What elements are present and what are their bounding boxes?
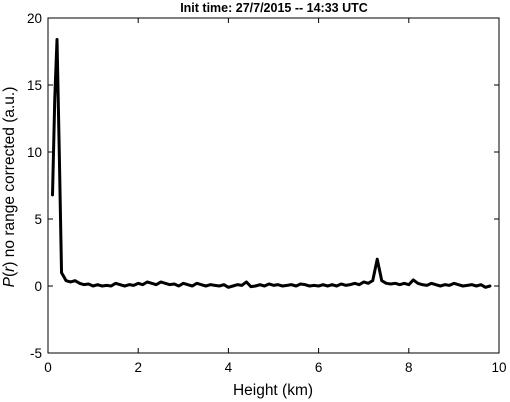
series-layer: [51, 37, 492, 289]
x-tick-label: 6: [315, 360, 323, 375]
x-ticks: [47, 18, 500, 353]
plot-area: [47, 17, 500, 354]
y-axis-label-italic-p: P: [1, 276, 18, 287]
y-tick-label: -5: [30, 346, 42, 361]
x-tick-label: 2: [134, 360, 142, 375]
y-axis-label-rest: ) no range corrected (a.u.): [1, 87, 18, 267]
chart-title: Init time: 27/7/2015 -- 14:33 UTC: [180, 1, 368, 15]
y-tick-label: 0: [34, 279, 42, 294]
y-axis-label-paren-open: (: [1, 271, 18, 277]
y-tick-label: 20: [27, 11, 42, 26]
y-axis-label: P(r) no range corrected (a.u.): [1, 87, 18, 288]
y-tick-label: 10: [27, 145, 42, 160]
y-tick-labels: -5 0 5 10 15 20: [27, 11, 42, 361]
x-tick-label: 0: [44, 360, 52, 375]
y-tick-label: 15: [27, 78, 42, 93]
plot-frame: [47, 17, 500, 354]
y-ticks: [48, 17, 499, 354]
y-tick-label: 5: [34, 212, 42, 227]
x-tick-label: 4: [225, 360, 233, 375]
x-axis-label: Height (km): [233, 382, 313, 399]
series-line-0: [51, 37, 492, 289]
x-tick-labels: 0 2 4 6 8 10: [44, 360, 506, 375]
x-tick-label: 8: [405, 360, 413, 375]
y-axis-label-italic-r: r: [1, 266, 18, 272]
x-tick-label: 10: [491, 360, 506, 375]
